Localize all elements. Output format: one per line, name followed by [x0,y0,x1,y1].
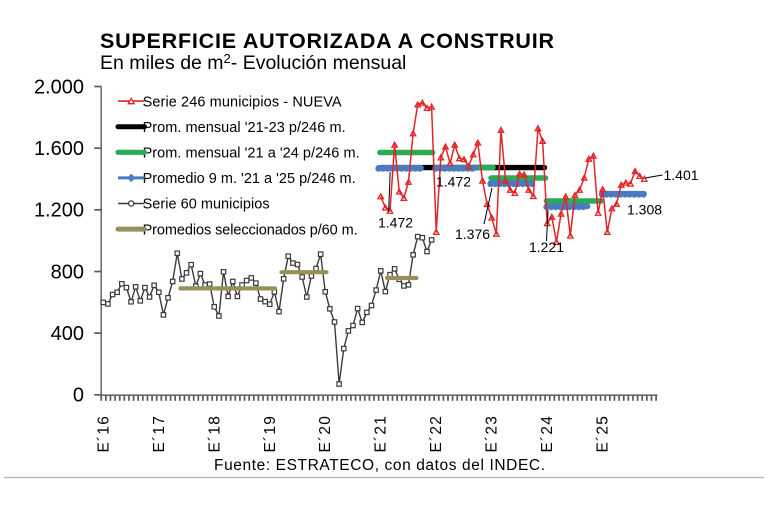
svg-text:E´20: E´20 [317,415,334,453]
svg-text:SUPERFICIE AUTORIZADA A CONSTR: SUPERFICIE AUTORIZADA A CONSTRUIR [100,29,554,53]
svg-text:Fuente: ESTRATECO, con datos d: Fuente: ESTRATECO, con datos del INDEC. [214,457,545,474]
svg-text:E´17: E´17 [151,415,168,453]
svg-text:800: 800 [51,261,84,283]
svg-text:E´22: E´22 [428,415,445,453]
svg-text:1.200: 1.200 [34,200,84,222]
svg-text:Serie 60 municipios: Serie 60 municipios [143,197,270,213]
svg-text:1.376: 1.376 [455,226,490,242]
svg-text:1.221: 1.221 [529,239,564,255]
svg-text:Serie 246 municipios - NUEVA: Serie 246 municipios - NUEVA [143,94,342,110]
svg-text:Promedio 9 m. '21 a '25 p/246: Promedio 9 m. '21 a '25 p/246 m. [143,171,356,187]
svg-text:En miles de m2- Evolución mens: En miles de m2- Evolución mensual [100,51,406,74]
svg-text:Promedios seleccionados p/60 m: Promedios seleccionados p/60 m. [143,222,358,238]
svg-text:E´25: E´25 [595,415,612,453]
svg-text:1.401: 1.401 [664,167,699,183]
svg-text:0: 0 [73,385,84,407]
svg-text:E´16: E´16 [95,415,112,453]
svg-text:Prom. mensual '21-23 p/246 m.: Prom. mensual '21-23 p/246 m. [143,120,346,136]
svg-text:1.472: 1.472 [436,174,471,190]
svg-text:E´18: E´18 [206,415,223,453]
svg-text:2.000: 2.000 [34,76,84,98]
svg-text:E´19: E´19 [262,415,279,453]
svg-text:400: 400 [51,323,84,345]
svg-text:E´23: E´23 [484,415,501,453]
svg-text:1.308: 1.308 [627,202,662,218]
svg-text:E´21: E´21 [373,415,390,453]
svg-text:E´24: E´24 [539,415,556,453]
svg-text:1.600: 1.600 [34,138,84,160]
svg-text:1.472: 1.472 [378,215,413,231]
svg-text:Prom. mensual '21 a '24 p/246: Prom. mensual '21 a '24 p/246 m. [143,146,360,162]
